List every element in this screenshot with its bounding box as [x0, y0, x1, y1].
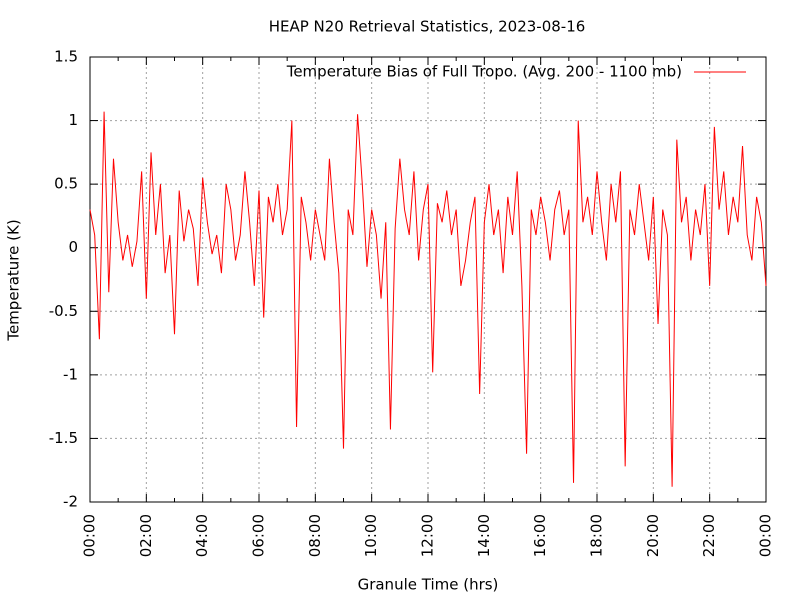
legend-label: Temperature Bias of Full Tropo. (Avg. 20… — [286, 63, 682, 81]
y-tick-label: 0 — [68, 238, 78, 256]
x-tick-label: 12:00 — [419, 514, 437, 557]
x-tick-label: 04:00 — [193, 514, 211, 557]
y-axis-label: Temperature (K) — [5, 219, 23, 341]
x-tick-label: 22:00 — [700, 514, 718, 557]
x-tick-label: 08:00 — [306, 514, 324, 557]
y-tick-label: -1 — [63, 365, 78, 383]
x-tick-label: 10:00 — [362, 514, 380, 557]
x-tick-label: 20:00 — [644, 514, 662, 557]
data-line — [89, 111, 767, 487]
y-tick-label: -1.5 — [49, 429, 78, 447]
x-tick-label: 14:00 — [475, 514, 493, 557]
y-tick-label: -0.5 — [49, 302, 78, 320]
chart-title: HEAP N20 Retrieval Statistics, 2023-08-1… — [269, 18, 586, 36]
x-tick-label: 02:00 — [137, 514, 155, 557]
x-tick-label: 00:00 — [757, 514, 775, 557]
y-tick-label: 0.5 — [54, 175, 78, 193]
x-tick-label: 18:00 — [588, 514, 606, 557]
y-tick-label: 1 — [68, 111, 78, 129]
y-tick-label: -2 — [63, 493, 78, 511]
x-axis-label: Granule Time (hrs) — [358, 576, 499, 594]
x-tick-label: 16:00 — [531, 514, 549, 557]
y-tick-label: 1.5 — [54, 48, 78, 66]
x-tick-label: 06:00 — [250, 514, 268, 557]
x-tick-label: 00:00 — [81, 514, 99, 557]
